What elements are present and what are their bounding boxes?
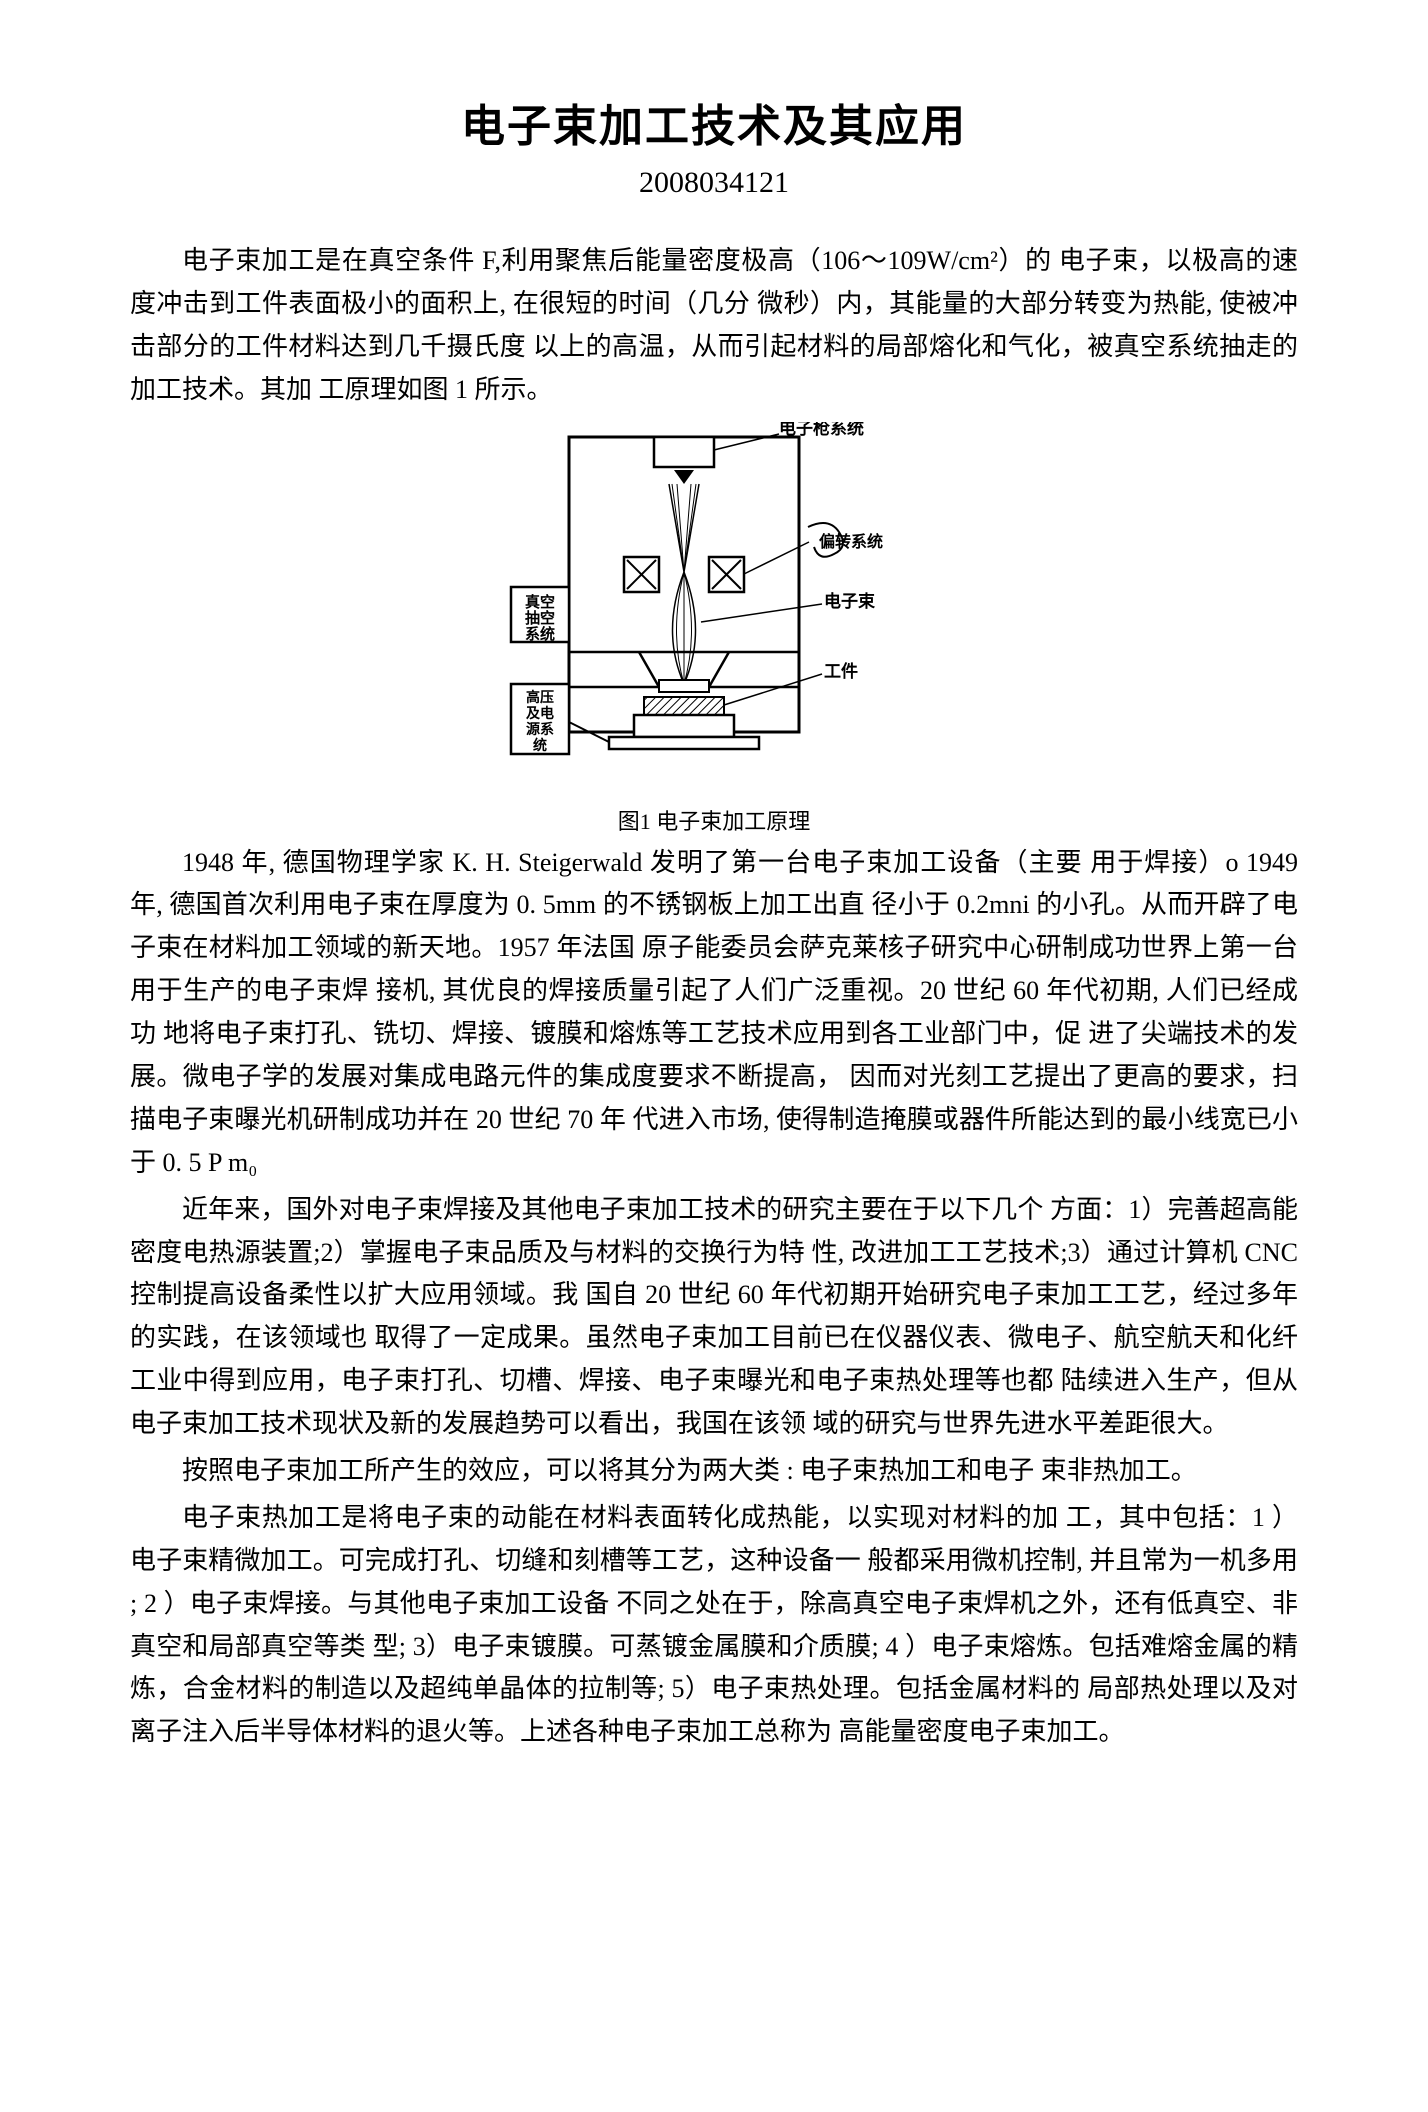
paragraph-5: 电子束热加工是将电子束的动能在材料表面转化成热能，以实现对材料的加 工，其中包括… — [130, 1497, 1298, 1754]
paragraph-3: 近年来，国外对电子束焊接及其他电子束加工技术的研究主要在于以下几个 方面：1）完… — [130, 1189, 1298, 1446]
svg-text:源系: 源系 — [526, 721, 554, 738]
paragraph-4: 按照电子束加工所产生的效应，可以将其分为两大类 : 电子束热加工和电子 束非热加… — [130, 1450, 1298, 1493]
vacuum-label-1: 真空 — [525, 593, 555, 611]
power-label: 高压 — [526, 689, 554, 706]
svg-text:系统: 系统 — [525, 625, 555, 643]
beam-label: 电子束 — [824, 591, 875, 611]
svg-text:抽空: 抽空 — [525, 609, 555, 627]
svg-text:及电: 及电 — [526, 705, 554, 722]
svg-text:统: 统 — [533, 737, 547, 754]
workpiece-label: 工件 — [824, 661, 858, 681]
page-title: 电子束加工技术及其应用 — [130, 90, 1298, 154]
document-id: 2008034121 — [130, 166, 1298, 200]
gun-system-label: 电子枪系统 — [779, 422, 864, 438]
paragraph-2: 1948 年, 德国物理学家 K. H. Steigerwald 发明了第一台电… — [130, 842, 1298, 1185]
figure-1-caption: 图1 电子束加工原理 — [618, 804, 811, 836]
figure-1-container: 真空 抽空 系统 高压 及电 源系 统 电子枪系统 偏转系统 电子束 工件 图1… — [130, 422, 1298, 836]
figure-1-diagram: 真空 抽空 系统 高压 及电 源系 统 电子枪系统 偏转系统 电子束 工件 — [489, 422, 939, 802]
deflection-label: 偏转系统 — [819, 532, 883, 551]
paragraph-1: 电子束加工是在真空条件 F,利用聚焦后能量密度极高（106～109W/cm²）的… — [130, 240, 1298, 412]
